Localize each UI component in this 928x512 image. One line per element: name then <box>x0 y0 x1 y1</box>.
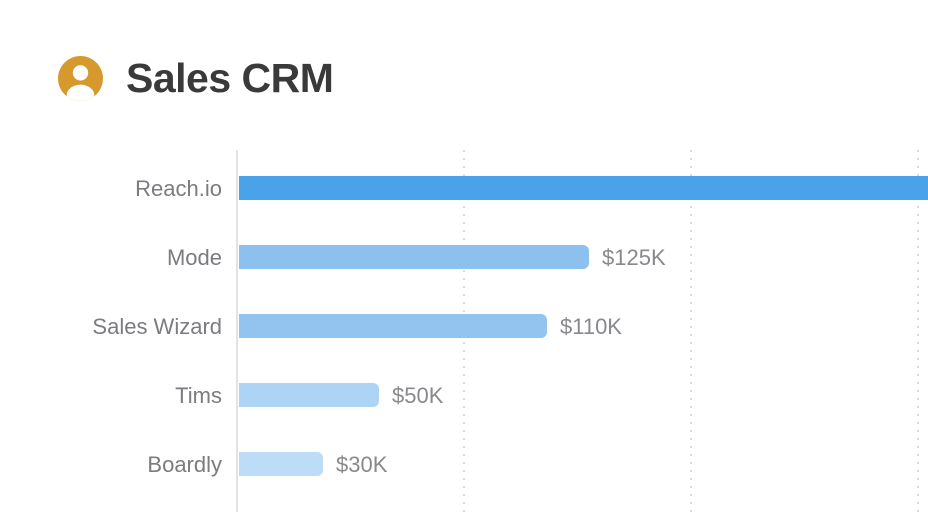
category-label: Reach.io <box>135 176 222 201</box>
bar-chart: Reach.io Mode $125K Sales Wizard $110K Tims $5… <box>0 150 928 512</box>
value-label: $125K <box>602 245 666 270</box>
bar <box>239 314 547 338</box>
y-axis-line <box>236 150 238 512</box>
value-label: $110K <box>560 314 622 339</box>
bar <box>239 452 323 476</box>
gridline <box>917 150 919 512</box>
category-label: Mode <box>166 245 222 270</box>
bar <box>239 176 928 200</box>
widget-header: Sales CRM <box>58 55 334 101</box>
category-label: Tims <box>175 383 222 408</box>
page-title: Sales CRM <box>126 55 334 101</box>
value-label: $30K <box>336 452 388 477</box>
bar <box>239 245 589 269</box>
user-icon <box>58 56 103 101</box>
category-label: Sales Wizard <box>92 314 222 339</box>
category-label: Boardly <box>147 452 222 477</box>
value-label: $50K <box>392 383 444 408</box>
gridline <box>690 150 692 512</box>
bar <box>239 383 379 407</box>
